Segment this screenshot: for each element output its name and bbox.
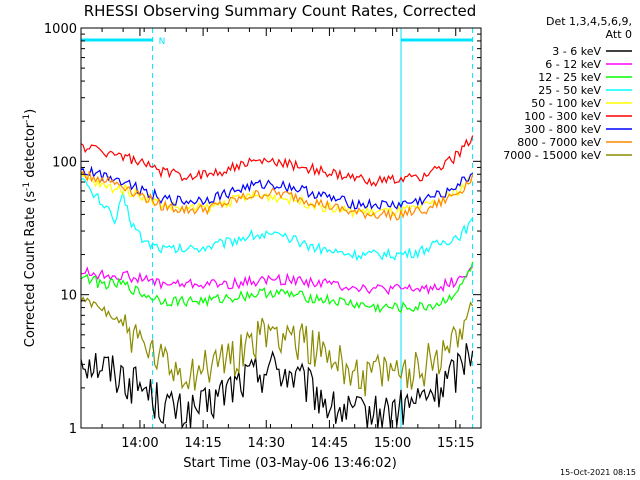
series-lines [80, 135, 474, 430]
x-axis-label: Start Time (03-May-06 13:46:02) [183, 456, 397, 471]
legend-label-5: 100 - 300 keV [524, 110, 601, 123]
y-axis-label-sup1: -1 [22, 182, 32, 191]
series-line-6 [80, 165, 473, 210]
legend-label-7: 800 - 7000 keV [517, 136, 601, 149]
x-tick-label-5: 15:15 [437, 436, 474, 451]
series-line-2 [80, 261, 474, 314]
plot-frame [80, 27, 482, 429]
series-line-1 [80, 266, 473, 296]
legend-label-3: 25 - 50 keV [538, 84, 601, 97]
y-tick-label-3: 1000 [44, 22, 77, 37]
y-tick-label-0: 1 [69, 422, 77, 437]
y-axis-label-sup2: -1 [22, 114, 32, 123]
legend-label-1: 6 - 12 keV [545, 58, 601, 71]
series-line-7 [80, 170, 474, 222]
chart-title: RHESSI Observing Summary Count Rates, Co… [84, 2, 477, 20]
x-tick-label-1: 14:15 [184, 436, 221, 451]
legend-label-6: 300 - 800 keV [524, 123, 601, 136]
series-line-8 [80, 296, 474, 397]
x-tick-label-4: 15:00 [374, 436, 411, 451]
y-axis-label: Corrected Count Rate (s-1 detector-1) [22, 109, 38, 347]
series-line-5 [80, 135, 474, 188]
legend-label-0: 3 - 6 keV [552, 45, 601, 58]
legend-header-line1: Det 1,3,4,5,6,9, [546, 15, 632, 28]
annotation-label: N [159, 37, 166, 47]
x-tick-label-2: 14:30 [248, 436, 285, 451]
y-tick-label-2: 100 [52, 155, 77, 170]
legend-header-line2: Att 0 [606, 28, 632, 41]
series-line-3 [80, 178, 474, 262]
legend-label-2: 12 - 25 keV [538, 71, 601, 84]
y-axis: 1 10 100 1000 [44, 22, 481, 437]
legend-label-4: 50 - 100 keV [531, 97, 601, 110]
y-tick-label-1: 10 [60, 289, 77, 304]
legend-label-8: 7000 - 15000 keV [503, 149, 601, 162]
y-axis-label-end: ) [23, 109, 38, 114]
x-tick-label-3: 14:45 [311, 436, 348, 451]
y-axis-label-main: Corrected Count Rate (s [23, 191, 38, 348]
x-tick-label-0: 14:00 [121, 436, 158, 451]
y-axis-label-mid: detector [23, 122, 38, 182]
series-line-0 [80, 343, 474, 430]
x-axis: 14:00 14:15 14:30 14:45 15:00 15:15 [80, 28, 482, 451]
timestamp: 15-Oct-2021 08:15 [560, 468, 636, 477]
